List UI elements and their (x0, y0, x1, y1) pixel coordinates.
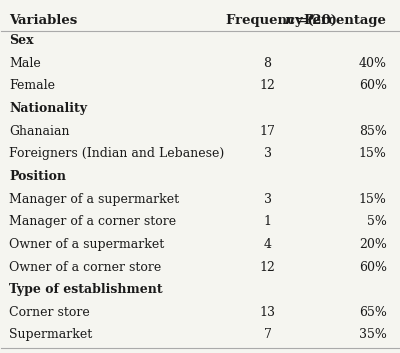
Text: Type of establishment: Type of establishment (9, 283, 163, 296)
Text: Frequency (: Frequency ( (226, 14, 314, 26)
Text: n: n (285, 14, 294, 26)
Text: Supermarket: Supermarket (9, 329, 92, 341)
Text: Female: Female (9, 79, 55, 92)
Text: 60%: 60% (359, 261, 387, 274)
Text: Male: Male (9, 57, 41, 70)
Text: Manager of a corner store: Manager of a corner store (9, 215, 176, 228)
Text: Manager of a supermarket: Manager of a supermarket (9, 193, 180, 206)
Text: Position: Position (9, 170, 66, 183)
Text: = 20): = 20) (292, 14, 337, 26)
Text: 3: 3 (264, 193, 272, 206)
Text: 65%: 65% (359, 306, 387, 319)
Text: Foreigners (Indian and Lebanese): Foreigners (Indian and Lebanese) (9, 147, 224, 160)
Text: Nationality: Nationality (9, 102, 87, 115)
Text: 20%: 20% (359, 238, 387, 251)
Text: 7: 7 (264, 329, 272, 341)
Text: 17: 17 (260, 125, 276, 138)
Text: 3: 3 (264, 147, 272, 160)
Text: 1: 1 (264, 215, 272, 228)
Text: 15%: 15% (359, 147, 387, 160)
Text: 60%: 60% (359, 79, 387, 92)
Text: Owner of a corner store: Owner of a corner store (9, 261, 162, 274)
Text: 12: 12 (260, 79, 276, 92)
Text: Percentage: Percentage (304, 14, 387, 26)
Text: Corner store: Corner store (9, 306, 90, 319)
Text: Ghanaian: Ghanaian (9, 125, 70, 138)
Text: 35%: 35% (359, 329, 387, 341)
Text: 15%: 15% (359, 193, 387, 206)
Text: 8: 8 (264, 57, 272, 70)
Text: Variables: Variables (9, 14, 78, 26)
Text: 13: 13 (260, 306, 276, 319)
Text: 85%: 85% (359, 125, 387, 138)
Text: 40%: 40% (359, 57, 387, 70)
Text: 4: 4 (264, 238, 272, 251)
Text: Owner of a supermarket: Owner of a supermarket (9, 238, 164, 251)
Text: 5%: 5% (367, 215, 387, 228)
Text: Sex: Sex (9, 34, 34, 47)
Text: 12: 12 (260, 261, 276, 274)
